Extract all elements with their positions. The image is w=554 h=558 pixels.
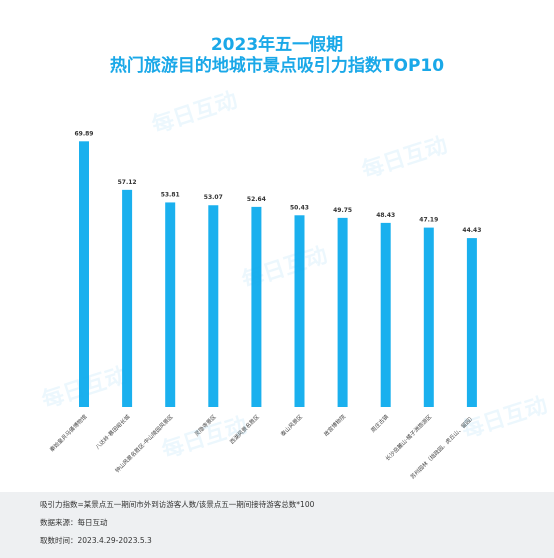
- bar: [251, 206, 262, 407]
- bar: [79, 141, 89, 407]
- footer: 吸引力指数=某景点五一期间市外到访游客人数/该景点五一期间接待游客总数*100 …: [0, 492, 554, 558]
- category-label: 长沙岳麓山·橘子洲旅游区: [384, 412, 434, 462]
- data-label: 47.19: [419, 217, 438, 224]
- bar: [337, 217, 348, 407]
- data-label: 53.07: [204, 194, 223, 201]
- footer-source: 数据来源：每日互动: [40, 518, 108, 527]
- bar-chart: 69.89秦始皇兵马俑博物馆57.12八达岭·慕田峪长城53.81钟山风景名胜区…: [48, 130, 482, 480]
- bar: [466, 238, 477, 407]
- category-label: 周庄古镇: [369, 412, 391, 434]
- category-label: 八达岭·慕田峪长城: [94, 412, 132, 450]
- data-label: 48.43: [376, 212, 395, 219]
- footer-period: 取数时间：2023.4.29-2023.5.3: [40, 536, 152, 545]
- category-label: 泰山风景区: [279, 412, 304, 437]
- data-label: 52.64: [247, 196, 266, 203]
- category-label: 故宫博物院: [322, 412, 347, 437]
- data-label: 50.43: [290, 204, 309, 211]
- data-label: 57.12: [118, 179, 137, 186]
- bar: [294, 215, 305, 407]
- footer-formula: 吸引力指数=某景点五一期间市外到访游客人数/该景点五一期间接待游客总数*100: [40, 500, 315, 509]
- chart-title-line1: 2023年五一假期: [210, 35, 344, 55]
- bar: [122, 189, 133, 407]
- data-label: 49.75: [333, 207, 352, 214]
- bar: [423, 227, 434, 407]
- data-label: 44.43: [462, 227, 481, 234]
- bar: [208, 205, 219, 407]
- bar: [380, 222, 391, 407]
- data-label: 69.89: [75, 130, 94, 137]
- chart-title-line2: 热门旅游目的地城市景点吸引力指数TOP10: [109, 56, 445, 76]
- data-label: 53.81: [161, 191, 180, 198]
- bar: [165, 202, 176, 407]
- category-label: 秦始皇兵马俑博物馆: [48, 412, 89, 453]
